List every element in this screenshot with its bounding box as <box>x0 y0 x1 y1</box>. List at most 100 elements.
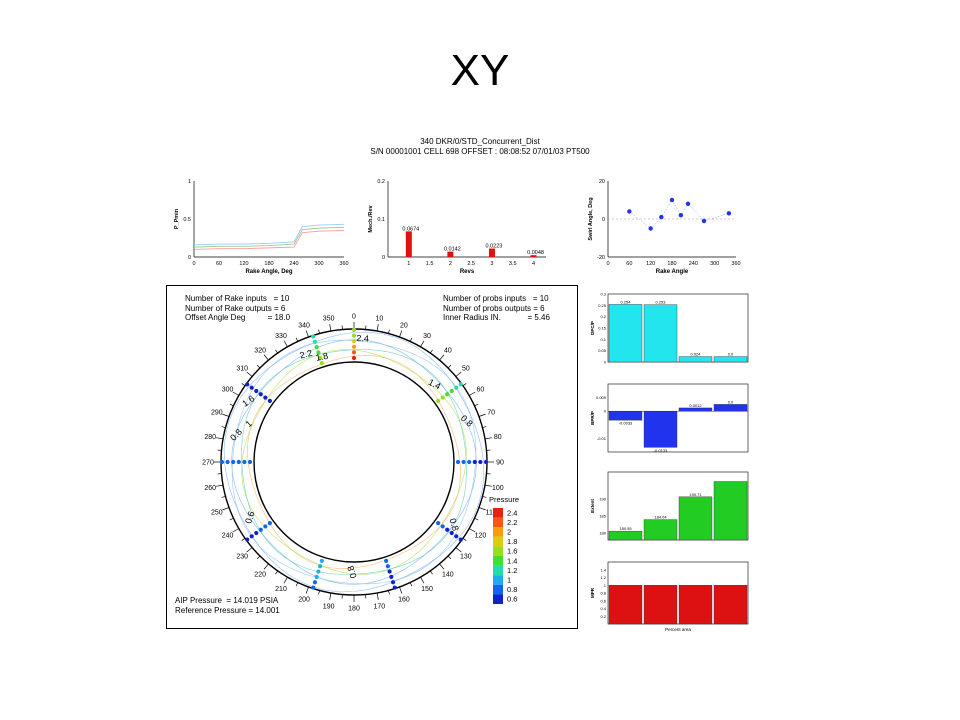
series-line <box>193 226 345 248</box>
angle-tick <box>221 426 226 428</box>
legend-label: 1.8 <box>507 537 517 546</box>
legend-swatch <box>493 575 503 585</box>
x-tick-label: 60 <box>626 261 632 267</box>
y-tick-label: 1 <box>604 583 607 588</box>
rake-probe-dot <box>351 339 357 344</box>
rake-probe-dot <box>458 382 463 387</box>
rake-probe-dot <box>267 521 272 526</box>
rake-probe-dot <box>249 385 254 390</box>
legend-title: Pressure <box>489 495 519 504</box>
rake-probe-dot <box>319 558 324 564</box>
rake-probe-dot <box>311 334 316 339</box>
angle-tick <box>447 364 452 369</box>
rake-probe-dot <box>449 388 454 394</box>
angle-tick <box>409 337 413 342</box>
bar <box>678 407 713 412</box>
y-tick-label: 1 <box>188 179 191 185</box>
data-label: 0.0142 <box>444 247 461 253</box>
rake-probe-dot <box>385 564 390 569</box>
rake-probe-dot <box>436 398 441 403</box>
angle-tick <box>216 437 224 440</box>
angle-tick <box>295 582 299 587</box>
rake-probe-dot <box>454 534 459 539</box>
rake-probe-dot <box>351 344 357 349</box>
x-tick-label: 240 <box>289 261 298 267</box>
bar <box>678 585 713 625</box>
legend-label: 2.2 <box>507 518 517 527</box>
rake-probe-dot <box>318 355 323 360</box>
legend-label: 1.2 <box>507 566 517 575</box>
y-tick-label: 0.2 <box>377 179 385 185</box>
legend-label: 2.4 <box>507 508 517 517</box>
x-tick-label: 3.5 <box>509 261 517 267</box>
rake-probe-dot <box>231 459 236 465</box>
data-point <box>648 226 653 231</box>
x-tick-label: 300 <box>710 261 719 267</box>
data-label: 0.0048 <box>527 250 544 256</box>
x-tick-label: 60 <box>216 261 222 267</box>
legend-swatch <box>493 565 503 576</box>
contour-line <box>241 349 467 575</box>
angle-tick <box>283 577 288 584</box>
legend-swatch <box>493 517 503 528</box>
rake-probe-dot <box>351 327 357 333</box>
y-tick-label: 0.25 <box>598 303 607 308</box>
rake-probe-dot <box>436 521 441 526</box>
angle-tick <box>455 371 462 377</box>
angle-tick <box>305 330 309 338</box>
y-axis-label: Mech./Rev <box>368 204 374 232</box>
rake-probe-dot <box>467 459 472 465</box>
rake-probe-dot <box>455 459 461 465</box>
angle-tick <box>439 354 445 361</box>
y-tick-label: 0.2 <box>600 314 606 319</box>
y-axis-label: P_Pmin <box>174 208 180 229</box>
figure-title: 340 DKR/0/STD_Concurrent_Dist S/N 000010… <box>300 137 660 157</box>
data-point <box>685 201 691 206</box>
angle-label: 20 <box>400 322 408 329</box>
bar <box>608 585 643 625</box>
y-tick-label: 0.6 <box>600 598 606 603</box>
angle-tick <box>263 563 269 570</box>
bar <box>713 404 748 412</box>
angle-label: 80 <box>494 434 502 441</box>
data-point <box>701 218 707 224</box>
bar <box>643 519 678 541</box>
angle-tick <box>455 547 462 553</box>
angle-label: 340 <box>298 322 310 329</box>
angle-tick <box>216 484 224 487</box>
rake-probe-dot <box>314 574 319 579</box>
angle-tick <box>241 383 246 387</box>
x-tick-label: 180 <box>264 261 273 267</box>
angle-label: 270 <box>202 460 214 467</box>
angle-tick <box>469 391 476 396</box>
rake-probe-dot <box>247 459 253 465</box>
rake-probe-dot <box>242 459 247 465</box>
angle-tick <box>275 570 279 575</box>
rake-probe-dot <box>258 527 263 532</box>
angle-tick <box>478 507 486 511</box>
angle-label: 350 <box>323 316 335 323</box>
angle-label: 320 <box>254 348 266 355</box>
p-pmin-chart: 0 60 120 180 240 300 360 0 0.5 1 Rake Angle, Deg P_… <box>174 179 349 275</box>
rake-probe-dot <box>314 345 319 350</box>
y-tick-label: 0.1 <box>377 217 385 223</box>
x-tick-label: 120 <box>646 261 655 267</box>
bar <box>713 356 748 363</box>
angle-tick <box>256 555 261 560</box>
y-tick-label: 0.005 <box>596 395 607 400</box>
angle-tick <box>482 496 487 498</box>
y-tick-label: 0.1 <box>600 337 606 342</box>
aip-info: AIP Pressure = 14.019 PSIA Reference Pre… <box>175 596 280 615</box>
contour-label: 1.8 <box>315 351 329 363</box>
legend-label: 1.4 <box>507 556 517 565</box>
bar <box>608 304 643 363</box>
angle-tick <box>241 537 246 541</box>
rake-probe-dot <box>478 459 483 465</box>
rake-probe-dot <box>236 459 241 465</box>
angle-label: 160 <box>398 597 410 604</box>
angle-label: 330 <box>275 333 287 340</box>
angle-tick <box>263 354 269 361</box>
contour-label: 1.6 <box>240 393 256 408</box>
legend-swatch <box>493 556 503 566</box>
y-tick-label: 0.2 <box>600 614 606 619</box>
